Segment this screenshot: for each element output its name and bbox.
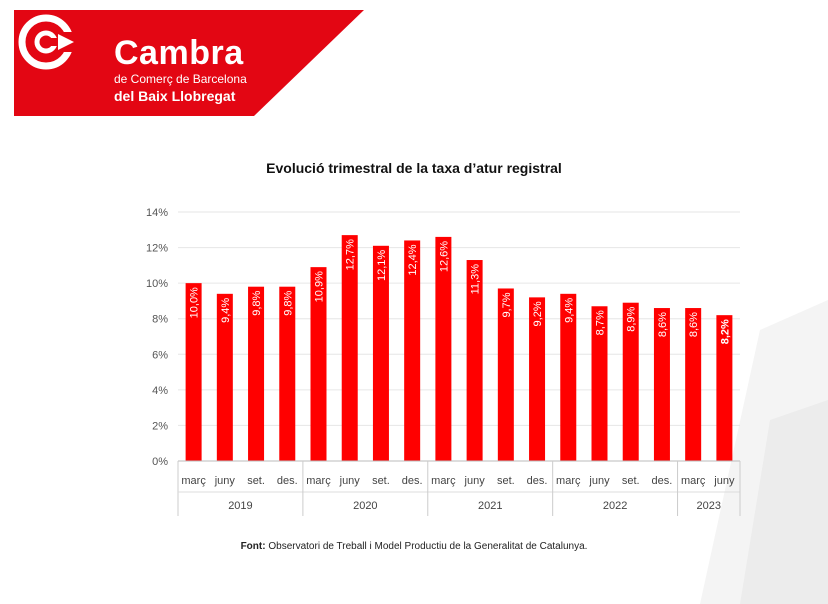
x-category-label: set. [622,475,640,487]
x-group-label: 2020 [353,500,377,512]
bar [216,293,233,461]
cambra-logo-icon [18,14,78,70]
y-tick-label: 10% [146,278,168,290]
bar-value-label: 12,7% [345,239,357,270]
bar-value-label: 11,3% [470,264,482,295]
y-tick-label: 4% [152,385,168,397]
x-category-label: març [306,475,331,487]
y-tick-label: 8% [152,314,168,326]
brand-name: Cambra [114,34,244,72]
bar-value-label: 9,4% [563,298,575,323]
bar-value-label: 12,4% [407,244,419,275]
bar-value-label: 9,8% [251,290,263,315]
bar [716,315,733,461]
bar-value-label: 10,0% [189,287,201,318]
x-category-label: des. [652,475,673,487]
bar [185,283,202,461]
bar [497,288,514,461]
bar [653,308,670,461]
source-label: Font: [240,541,266,552]
bar-value-label: 8,6% [688,312,700,337]
y-tick-label: 2% [152,420,168,432]
x-category-label: juny [713,475,735,487]
bar [466,260,483,461]
x-category-label: juny [588,475,610,487]
banner-shape [14,10,364,116]
bar [404,240,421,461]
bar-value-label: 8,9% [626,306,638,331]
x-category-label: març [681,475,706,487]
source-note: Font: Observatori de Treball i Model Pro… [0,541,828,552]
x-category-label: set. [247,475,265,487]
bar [248,286,265,461]
bar-value-label: 8,6% [657,312,669,337]
bar-value-label: 9,7% [501,292,513,317]
x-category-label: juny [339,475,361,487]
x-category-label: des. [527,475,548,487]
bar-value-label: 9,8% [282,290,294,315]
bar [622,302,639,461]
x-category-label: des. [402,475,423,487]
bar-value-label: 8,2% [719,319,731,344]
bar-value-label: 9,2% [532,301,544,326]
x-group-label: 2019 [228,500,252,512]
x-category-label: juny [214,475,236,487]
bar [372,245,389,461]
brand-subtitle-location: del Baix Llobregat [114,88,236,104]
bar-value-label: 12,6% [438,241,450,272]
bar [591,306,608,461]
bar [435,236,452,461]
x-category-label: set. [372,475,390,487]
header-banner: Cambra de Comerç de Barcelona del Baix L… [14,10,364,116]
source-text: Observatori de Treball i Model Productiu… [265,541,588,552]
bar [685,308,702,461]
brand-subtitle: de Comerç de Barcelona [114,72,247,86]
x-category-label: des. [277,475,298,487]
bar [560,293,577,461]
bar [310,267,327,461]
x-group-label: 2022 [603,500,627,512]
bar [529,297,546,461]
y-tick-label: 0% [152,456,168,468]
bar-value-label: 12,1% [376,250,388,281]
chart-title: Evolució trimestral de la taxa d’atur re… [266,160,562,176]
x-category-label: març [556,475,581,487]
x-category-label: març [431,475,456,487]
x-group-label: 2021 [478,500,502,512]
bar [279,286,296,461]
x-group-label: 2023 [697,500,721,512]
x-category-label: set. [497,475,515,487]
bar-value-label: 10,9% [314,271,326,302]
x-category-label: març [181,475,206,487]
bar-value-label: 8,7% [595,310,607,335]
bar [341,235,358,461]
bar-value-label: 9,4% [220,298,232,323]
x-category-label: juny [464,475,486,487]
y-tick-label: 14% [146,207,168,219]
y-tick-label: 12% [146,243,168,255]
y-tick-label: 6% [152,349,168,361]
